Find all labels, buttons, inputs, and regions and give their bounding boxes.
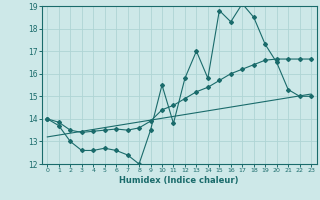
X-axis label: Humidex (Indice chaleur): Humidex (Indice chaleur) [119,176,239,185]
